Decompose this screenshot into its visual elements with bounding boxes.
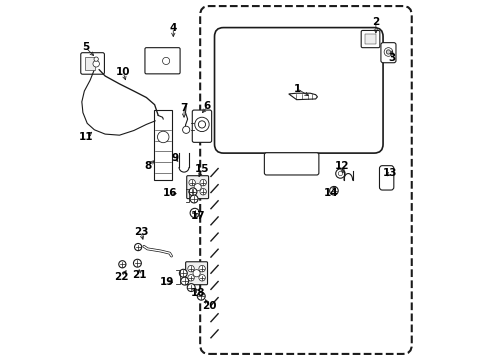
Text: 2: 2 (372, 17, 380, 27)
Text: 11: 11 (79, 132, 94, 142)
FancyBboxPatch shape (81, 53, 104, 74)
Circle shape (93, 60, 99, 67)
Text: 3: 3 (389, 53, 395, 63)
Circle shape (199, 265, 205, 272)
Circle shape (199, 275, 205, 281)
FancyBboxPatch shape (148, 51, 177, 71)
FancyBboxPatch shape (145, 48, 180, 74)
FancyBboxPatch shape (381, 42, 396, 63)
Circle shape (179, 269, 187, 277)
Circle shape (386, 50, 391, 54)
Bar (154, 110, 172, 180)
Circle shape (189, 188, 197, 196)
Polygon shape (289, 93, 318, 100)
Text: 21: 21 (132, 270, 147, 280)
Circle shape (197, 292, 205, 300)
Circle shape (188, 275, 195, 281)
Circle shape (338, 171, 343, 176)
Text: 6: 6 (204, 102, 211, 112)
Circle shape (188, 265, 195, 272)
Text: 15: 15 (195, 164, 209, 174)
FancyBboxPatch shape (265, 153, 319, 175)
Text: 14: 14 (324, 188, 339, 198)
Circle shape (133, 259, 141, 267)
Circle shape (336, 169, 345, 178)
Circle shape (195, 117, 209, 132)
Circle shape (200, 179, 206, 186)
Text: 16: 16 (163, 188, 177, 198)
Circle shape (330, 186, 338, 195)
FancyBboxPatch shape (200, 6, 412, 354)
Text: 1: 1 (294, 84, 301, 94)
Circle shape (384, 48, 393, 56)
Text: 13: 13 (383, 168, 397, 178)
Circle shape (194, 184, 201, 191)
Circle shape (193, 270, 200, 277)
FancyBboxPatch shape (192, 110, 212, 142)
Circle shape (183, 126, 190, 134)
Circle shape (94, 57, 98, 61)
Text: 8: 8 (145, 161, 152, 171)
Circle shape (190, 195, 198, 203)
Circle shape (187, 284, 195, 292)
Circle shape (198, 121, 205, 128)
Text: 19: 19 (160, 277, 174, 287)
FancyBboxPatch shape (365, 34, 376, 44)
FancyBboxPatch shape (186, 262, 208, 285)
Text: 9: 9 (172, 153, 179, 163)
Circle shape (189, 189, 196, 195)
FancyBboxPatch shape (85, 57, 96, 70)
Circle shape (189, 179, 196, 186)
Text: 5: 5 (82, 42, 89, 52)
Circle shape (135, 243, 142, 251)
Circle shape (119, 261, 126, 268)
Circle shape (157, 131, 169, 143)
Text: 7: 7 (180, 103, 188, 113)
Circle shape (200, 189, 206, 195)
Text: 17: 17 (191, 211, 206, 221)
Text: 20: 20 (202, 301, 217, 311)
Text: 18: 18 (191, 288, 206, 298)
Text: 23: 23 (134, 227, 148, 237)
FancyBboxPatch shape (215, 28, 383, 153)
Text: 12: 12 (335, 161, 349, 171)
Text: 4: 4 (170, 23, 177, 33)
FancyBboxPatch shape (379, 166, 394, 190)
Circle shape (190, 208, 199, 218)
Text: 10: 10 (116, 67, 130, 77)
Circle shape (181, 277, 189, 285)
FancyBboxPatch shape (187, 176, 209, 199)
FancyBboxPatch shape (361, 31, 380, 48)
Text: 22: 22 (114, 272, 128, 282)
Circle shape (163, 57, 170, 64)
